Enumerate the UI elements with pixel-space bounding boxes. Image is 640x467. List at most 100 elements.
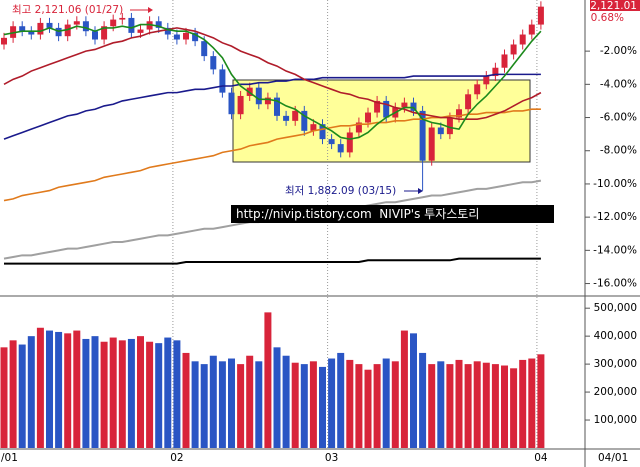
candle-body: [419, 110, 426, 161]
candle-body: [328, 139, 335, 145]
volume-bar: [155, 343, 163, 448]
candle-body: [28, 31, 35, 35]
candle-body: [528, 24, 535, 35]
volume-bar: [455, 359, 463, 448]
moving-average-line: [3, 27, 542, 120]
candle-body: [437, 127, 444, 135]
y-tick-label: 300,000: [594, 358, 637, 370]
volume-bar: [355, 364, 363, 448]
candle-body: [155, 21, 162, 28]
volume-bar: [36, 327, 44, 448]
volume-bar: [173, 340, 181, 448]
candle-body: [146, 21, 153, 30]
volume-bar: [419, 352, 427, 448]
candle-body: [465, 94, 472, 110]
volume-bar: [82, 338, 90, 448]
volume-bar: [137, 336, 144, 448]
candle-body: [510, 44, 517, 55]
watermark: http://nivip.tistory.com NIVIP's 투자스토리: [236, 207, 479, 221]
candle-body: [519, 34, 526, 45]
y-tick-label: -8.00%: [600, 145, 637, 157]
y-tick-label: 100,000: [594, 414, 637, 426]
volume-bar: [391, 361, 399, 448]
y-tick-label: 400,000: [594, 330, 637, 342]
volume-bar: [528, 358, 536, 448]
candle-body: [255, 87, 262, 105]
candle-body: [101, 26, 108, 40]
moving-average-line: [3, 23, 542, 140]
volume-bar: [100, 341, 108, 448]
y-tick-label: -6.00%: [600, 112, 637, 124]
candle-body: [301, 110, 308, 131]
volume-bar: [64, 333, 72, 448]
candle-body: [355, 122, 362, 133]
volume-bar: [364, 369, 372, 448]
x-axis-end-label: 04/01: [598, 452, 628, 464]
y-tick-label: -10.00%: [593, 178, 637, 190]
candle-body: [264, 97, 271, 105]
low-arrowhead: [418, 188, 423, 194]
volume-bar: [373, 364, 381, 448]
volume-bar: [200, 364, 208, 448]
volume-bar: [400, 330, 408, 448]
candle-body: [82, 21, 89, 32]
candle-body: [446, 117, 453, 135]
volume-bar: [255, 361, 263, 448]
volume-bar: [209, 355, 217, 448]
volume-bar: [491, 364, 499, 448]
candle-body: [73, 21, 80, 25]
candle-body: [237, 95, 244, 115]
volume-bar: [191, 361, 199, 448]
candle-body: [492, 67, 499, 77]
y-tick-label: -14.00%: [593, 244, 637, 256]
candle-body: [55, 27, 62, 37]
x-tick-label: 03: [325, 452, 338, 464]
candle-body: [337, 144, 344, 153]
candle-body: [283, 115, 290, 121]
volume-bar: [328, 358, 336, 448]
volume-bar: [73, 330, 81, 448]
candle-body: [19, 26, 26, 32]
volume-bar: [537, 354, 545, 448]
y-tick-label: 500,000: [594, 302, 637, 314]
volume-bar: [510, 368, 518, 448]
moving-average-line: [3, 73, 541, 140]
volume-bar: [182, 352, 190, 448]
candle-body: [274, 97, 280, 116]
volume-bar: [228, 358, 235, 448]
moving-average-line: [4, 257, 541, 265]
candle-body: [383, 100, 390, 118]
volume-bar: [319, 366, 326, 448]
candle-body: [474, 84, 481, 95]
candle-body: [365, 112, 371, 123]
candle-body: [501, 54, 508, 68]
y-tick-label: 200,000: [594, 386, 637, 398]
volume-bar: [0, 347, 8, 448]
volume-bar: [382, 358, 390, 448]
volume-bar: [519, 359, 527, 448]
candle-body: [456, 109, 462, 118]
candle-body: [410, 102, 417, 111]
volume-bar: [237, 364, 245, 448]
candle-body: [346, 132, 353, 153]
y-tick-label: -12.00%: [593, 211, 637, 223]
candle-body: [110, 19, 117, 27]
high-annotation: 최고 2,121.06 (01/27): [12, 4, 123, 16]
volume-bar: [91, 336, 99, 448]
candle-body: [64, 24, 71, 37]
x-tick-label: 02: [170, 452, 183, 464]
volume-bar: [282, 355, 290, 448]
candle-body: [192, 32, 199, 42]
volume-bar: [18, 344, 26, 448]
volume-bar: [109, 337, 117, 448]
volume-bar: [9, 340, 17, 448]
volume-bar: [46, 330, 53, 448]
candle-body: [173, 34, 180, 40]
y-tick-label: -4.00%: [600, 78, 637, 90]
candle-body: [164, 27, 171, 35]
volume-bar: [273, 347, 281, 448]
candle-body: [137, 29, 144, 33]
candle-body: [201, 41, 208, 57]
